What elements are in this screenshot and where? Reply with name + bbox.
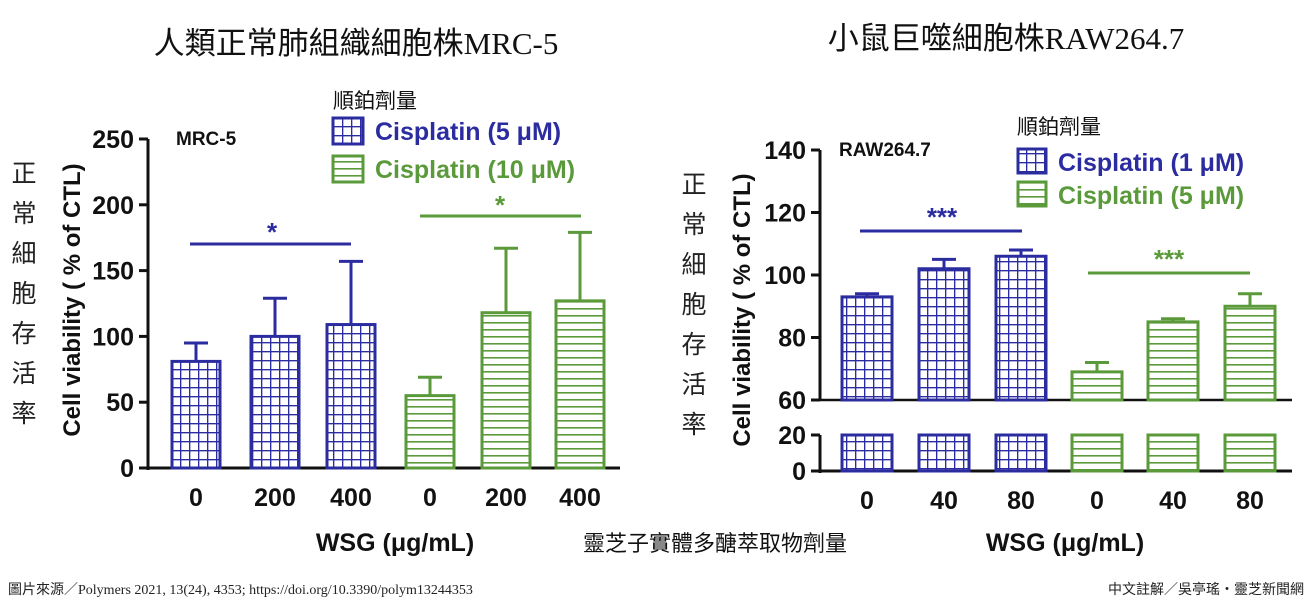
legend-swatch-right xyxy=(1016,180,1048,208)
vertical-caption-char-left: 正 xyxy=(11,161,36,188)
chart-right: 0 20 60 80 100 120 140 0 40 80 0 40 80 *** *** RAW264.7… xyxy=(681,137,1292,557)
vertical-caption-char-left: 存 xyxy=(11,320,36,348)
bar-left xyxy=(170,359,222,470)
y-tick-label-left: 100 xyxy=(92,323,134,351)
y-axis-label-left: Cell viability ( % of CTL) xyxy=(59,163,86,436)
legend-swatch-right xyxy=(1016,147,1048,175)
bar-lower-right xyxy=(917,433,971,473)
legend-label-right: Cisplatin (5 μM) xyxy=(1058,182,1244,210)
panel-label-right: RAW264.7 xyxy=(839,140,931,161)
x-axis-label-right: WSG (μg/mL) xyxy=(986,529,1144,557)
bar-left xyxy=(325,323,377,470)
y-tick-label-right: 60 xyxy=(778,387,806,415)
x-tick-label-right: 40 xyxy=(930,487,958,515)
vertical-caption-char-right: 正 xyxy=(681,172,706,199)
y-tick-label-left: 50 xyxy=(106,389,134,417)
bar-left xyxy=(249,334,301,470)
bar-lower-right xyxy=(840,433,894,473)
sig-stars-right-2: *** xyxy=(1154,244,1185,274)
x-tick-label-left: 0 xyxy=(189,484,203,512)
bar-left xyxy=(404,394,456,470)
y-tick-label-left: 200 xyxy=(92,192,134,220)
bar-upper-right xyxy=(1223,304,1277,402)
bar-upper-right xyxy=(1146,320,1200,402)
bar-lower-right xyxy=(1223,433,1277,473)
legend-label-right: Cisplatin (1 μM) xyxy=(1058,149,1244,177)
chart-left: 0 50 100 150 200 250 0 200 400 0 200 400 * * MRC-5 Cisp… xyxy=(11,116,620,557)
bar-upper-right xyxy=(917,267,971,402)
vertical-caption-char-left: 常 xyxy=(11,200,36,228)
vertical-caption-char-right: 率 xyxy=(681,411,706,439)
vertical-caption-char-left: 胞 xyxy=(11,280,36,308)
credit-note: 中文註解／吳亭瑤・靈芝新聞網 xyxy=(1108,581,1304,598)
y-axis-label-right: Cell viability ( % of CTL) xyxy=(729,173,756,446)
y-tick-label-right: 20 xyxy=(778,422,806,450)
legend-title-right: 順鉑劑量 xyxy=(1017,115,1101,139)
y-tick-label-right: 120 xyxy=(764,200,806,228)
bar-upper-right xyxy=(1070,370,1124,402)
vertical-caption-char-right: 細 xyxy=(681,251,706,279)
y-tick-label-right: 140 xyxy=(764,137,806,165)
x-tick-label-right: 80 xyxy=(1236,487,1264,515)
bar-lower-right xyxy=(994,433,1048,473)
panel-label-left: MRC-5 xyxy=(176,129,237,150)
legend-title-left: 順鉑劑量 xyxy=(333,89,417,113)
y-tick-label-right: 0 xyxy=(792,458,806,486)
source-note: 圖片來源／Polymers 2021, 13(24), 4353; https:… xyxy=(8,582,473,598)
bar-lower-right xyxy=(1070,433,1124,473)
x-tick-label-right: 0 xyxy=(1090,487,1104,515)
dose-caption: 靈芝子實體多醣萃取物劑量 xyxy=(583,531,847,556)
legend-swatch-left xyxy=(331,116,365,146)
vertical-caption-char-left: 率 xyxy=(11,400,36,428)
vertical-caption-char-right: 活 xyxy=(681,371,706,399)
bar-lower-right xyxy=(1146,433,1200,473)
x-tick-label-right: 0 xyxy=(860,487,874,515)
y-tick-label-left: 0 xyxy=(120,455,134,483)
x-tick-label-left: 200 xyxy=(485,484,527,512)
x-axis-label-left: WSG (μg/mL) xyxy=(316,529,474,557)
vertical-caption-char-right: 胞 xyxy=(681,291,706,319)
sig-stars-right-1: *** xyxy=(927,202,958,232)
vertical-caption-char-right: 存 xyxy=(681,331,706,359)
bar-upper-right xyxy=(994,254,1048,402)
bar-left xyxy=(554,299,606,470)
y-tick-label-right: 100 xyxy=(764,262,806,290)
vertical-caption-char-left: 細 xyxy=(11,240,36,268)
x-tick-label-left: 400 xyxy=(330,484,372,512)
sig-star-left-1: * xyxy=(267,217,278,247)
bar-left xyxy=(480,311,532,470)
x-tick-label-right: 40 xyxy=(1159,487,1187,515)
x-tick-label-left: 200 xyxy=(254,484,296,512)
chart-title-left: 人類正常肺組織細胞株MRC-5 xyxy=(154,26,559,61)
x-tick-label-left: 400 xyxy=(559,484,601,512)
bar-upper-right xyxy=(840,295,894,402)
x-tick-label-right: 80 xyxy=(1007,487,1035,515)
legend-label-left: Cisplatin (5 μM) xyxy=(375,118,561,146)
vertical-caption-char-right: 常 xyxy=(681,211,706,239)
y-tick-label-left: 150 xyxy=(92,258,134,286)
x-tick-label-left: 0 xyxy=(423,484,437,512)
legend-label-left: Cisplatin (10 μM) xyxy=(375,156,575,184)
y-tick-label-right: 80 xyxy=(778,325,806,353)
sig-star-left-2: * xyxy=(495,190,506,220)
legend-swatch-left xyxy=(331,154,365,184)
vertical-caption-char-left: 活 xyxy=(11,360,36,388)
chart-title-right: 小鼠巨噬細胞株RAW264.7 xyxy=(828,21,1185,56)
y-tick-label-left: 250 xyxy=(92,126,134,154)
